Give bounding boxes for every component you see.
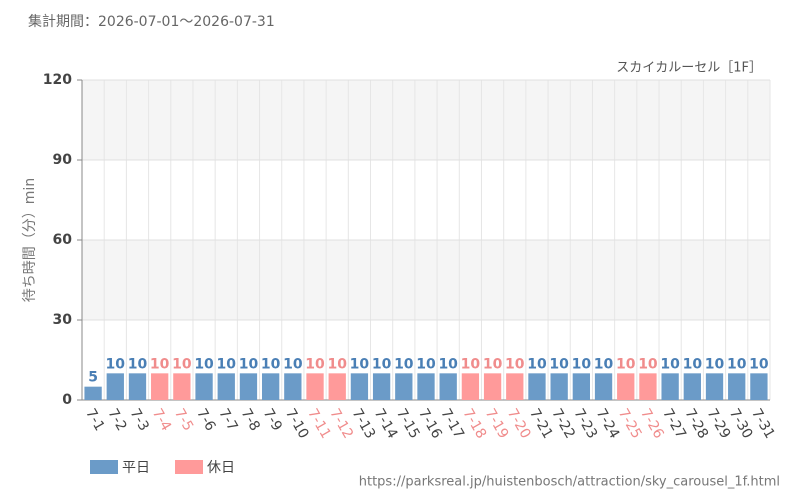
bar	[306, 373, 324, 400]
x-tick-label: 7-8	[238, 406, 263, 434]
bar	[84, 386, 102, 400]
bar	[461, 373, 480, 400]
value-label: 10	[683, 356, 703, 372]
footer-url: https://parksreal.jp/huistenbosch/attrac…	[359, 475, 780, 490]
value-label: 10	[572, 356, 592, 372]
x-tick-label: 7-3	[127, 406, 152, 434]
bar	[128, 373, 147, 400]
value-label: 5	[88, 370, 98, 386]
y-tick-label: 90	[53, 152, 73, 168]
bar	[528, 373, 546, 400]
value-label: 10	[527, 356, 547, 372]
plot-band	[82, 80, 770, 160]
value-label: 10	[705, 356, 725, 372]
value-label: 10	[350, 356, 370, 372]
x-tick-label: 7-6	[193, 406, 218, 434]
value-label: 10	[416, 356, 436, 372]
x-tick-label: 7-7	[215, 406, 240, 434]
value-label: 10	[505, 356, 525, 372]
x-tick-label: 7-4	[149, 406, 174, 434]
bar	[728, 373, 746, 400]
bar	[639, 373, 657, 400]
value-label: 10	[283, 356, 303, 372]
bar	[661, 373, 679, 400]
y-tick-label: 60	[53, 232, 73, 248]
value-label: 10	[327, 356, 347, 372]
bar	[328, 373, 346, 400]
value-label: 10	[194, 356, 214, 372]
y-axis-label: 待ち時間（分）min	[22, 178, 38, 302]
bar	[106, 373, 124, 400]
x-tick-label: 7-31	[748, 406, 778, 442]
bar	[350, 373, 369, 400]
bar	[195, 373, 213, 400]
bar	[217, 373, 235, 400]
value-label: 10	[106, 356, 126, 372]
bar	[750, 373, 768, 400]
legend-label: 休日	[207, 460, 235, 476]
value-label: 10	[372, 356, 392, 372]
bar	[617, 373, 635, 400]
x-tick-label: 7-2	[104, 406, 129, 434]
value-label: 10	[594, 356, 614, 372]
value-label: 10	[483, 356, 503, 372]
plot-band	[82, 240, 770, 320]
x-tick-label: 7-5	[171, 406, 196, 434]
value-label: 10	[549, 356, 569, 372]
x-tick-label: 7-9	[260, 406, 285, 434]
bar	[506, 373, 524, 400]
value-label: 10	[394, 356, 414, 372]
bar	[594, 373, 613, 400]
bar	[151, 373, 169, 400]
legend-swatch	[175, 460, 203, 474]
chart-title: スカイカルーセル［1F］	[616, 61, 762, 76]
bar	[239, 373, 258, 400]
bar	[683, 373, 701, 400]
value-label: 10	[638, 356, 658, 372]
bar	[417, 373, 435, 400]
legend-label: 平日	[122, 460, 150, 476]
value-label: 10	[616, 356, 636, 372]
value-label: 10	[461, 356, 481, 372]
y-tick-label: 0	[62, 392, 72, 408]
legend-swatch	[90, 460, 118, 474]
value-label: 10	[239, 356, 259, 372]
bar	[372, 373, 391, 400]
bar	[550, 373, 568, 400]
value-label: 10	[727, 356, 747, 372]
value-label: 10	[261, 356, 281, 372]
value-label: 10	[438, 356, 458, 372]
x-tick-label: 7-1	[82, 406, 107, 434]
value-label: 10	[660, 356, 680, 372]
y-tick-label: 30	[53, 312, 73, 328]
value-label: 10	[749, 356, 769, 372]
chart-subtitle: 集計期間：2026-07-01〜2026-07-31	[28, 13, 275, 30]
value-label: 10	[150, 356, 170, 372]
bar	[261, 373, 280, 400]
bar	[705, 373, 724, 400]
bar	[173, 373, 191, 400]
bar	[395, 373, 413, 400]
bar	[483, 373, 502, 400]
y-tick-label: 120	[43, 72, 72, 88]
value-label: 10	[305, 356, 325, 372]
value-label: 10	[128, 356, 148, 372]
value-label: 10	[217, 356, 237, 372]
bar	[439, 373, 457, 400]
bar	[284, 373, 302, 400]
bar	[572, 373, 591, 400]
value-label: 10	[172, 356, 192, 372]
